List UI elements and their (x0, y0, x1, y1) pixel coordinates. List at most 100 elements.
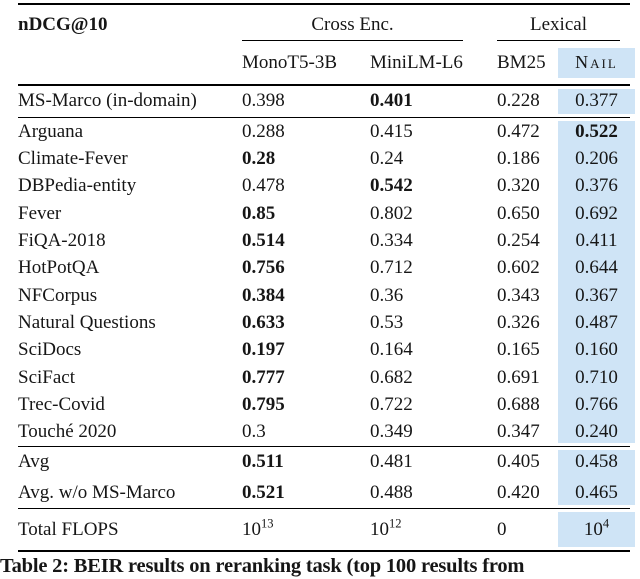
value-cell: 0.165 (497, 339, 540, 361)
group-header-cross-enc: Cross Enc. (311, 14, 394, 35)
value-cell: 0.488 (370, 481, 413, 503)
table-row: Avg. w/o MS-Marco 0.521 0.488 0.420 0.465 (18, 478, 635, 509)
value-cell: 0.36 (370, 284, 404, 306)
value-cell: 0.511 (242, 451, 284, 473)
table-row: FiQA-2018 0.514 0.334 0.254 0.411 (18, 227, 635, 254)
value-cell: 0.398 (242, 90, 285, 112)
table-row: NFCorpus 0.384 0.36 0.343 0.367 (18, 282, 635, 309)
value-cell-nail: 0.465 (575, 481, 618, 503)
value-cell: 0.795 (242, 393, 285, 415)
table-row: Arguana 0.288 0.415 0.472 0.522 (18, 118, 635, 145)
value-cell: 0.691 (497, 366, 540, 388)
value-cell-nail: 0.376 (575, 175, 618, 197)
value-cell-nail: 0.367 (575, 284, 618, 306)
column-header-monot5-3b: MonoT5-3B (242, 51, 337, 73)
value-cell-nail: 104 (583, 516, 610, 540)
nail-highlight-band (558, 512, 635, 547)
value-cell: 0.722 (370, 393, 413, 415)
table-top-rule (18, 3, 630, 5)
cross-enc-cmidrule (242, 40, 463, 41)
table-row: Natural Questions 0.633 0.53 0.326 0.487 (18, 309, 635, 336)
value-cell: 0.288 (242, 120, 285, 142)
table-row: Fever 0.85 0.802 0.650 0.692 (18, 200, 635, 227)
row-label: Climate-Fever (18, 147, 128, 169)
metric-label: nDCG@10 (18, 14, 108, 35)
value-cell: 0 (497, 518, 507, 540)
value-cell: 0.405 (497, 451, 540, 473)
row-label: Fever (18, 202, 62, 224)
section-rule-1 (18, 117, 630, 118)
row-label: NFCorpus (18, 284, 98, 306)
table-row: Total FLOPS 1013 1012 0 104 (18, 509, 635, 550)
value-cell: 0.542 (370, 175, 413, 197)
value-cell: 0.28 (242, 147, 276, 169)
value-cell: 0.197 (242, 339, 285, 361)
table-bottom-rule (18, 549, 630, 552)
value-cell: 0.228 (497, 90, 540, 112)
table-row: DBPedia-entity 0.478 0.542 0.320 0.376 (18, 173, 635, 200)
row-label: Arguana (18, 120, 84, 142)
table-row: SciFact 0.777 0.682 0.691 0.710 (18, 364, 635, 391)
value-cell-nail: 0.487 (575, 311, 618, 333)
lexical-cmidrule (497, 40, 620, 41)
table-row: MS-Marco (in-domain) 0.398 0.401 0.228 0.377 (18, 86, 635, 118)
header-midrule (18, 83, 630, 86)
value-cell: 0.688 (497, 393, 540, 415)
value-cell: 0.682 (370, 366, 413, 388)
value-cell-nail: 0.710 (575, 366, 618, 388)
value-cell: 0.802 (370, 202, 413, 224)
row-label: SciDocs (18, 339, 82, 361)
row-label: Avg. w/o MS-Marco (18, 481, 176, 503)
section-rule-3 (18, 508, 630, 510)
row-label: SciFact (18, 366, 75, 388)
nail-highlight-band (558, 88, 635, 114)
value-cell-nail: 0.692 (575, 202, 618, 224)
value-cell-nail: 0.411 (575, 229, 618, 251)
value-cell: 0.3 (242, 421, 266, 443)
value-cell: 0.420 (497, 481, 540, 503)
value-cell-nail: 0.644 (575, 257, 618, 279)
value-cell: 0.415 (370, 120, 413, 142)
table-row: SciDocs 0.197 0.164 0.165 0.160 (18, 337, 635, 364)
section-in-domain: MS-Marco (in-domain) 0.398 0.401 0.228 0.377 (18, 86, 635, 118)
row-label: HotPotQA (18, 257, 100, 279)
value-cell: 0.254 (497, 229, 540, 251)
value-cell: 0.756 (242, 257, 285, 279)
column-header-minilm-l6: MiniLM-L6 (370, 51, 463, 73)
column-header-bm25: BM25 (497, 51, 546, 73)
row-label: FiQA-2018 (18, 229, 106, 251)
value-cell: 0.712 (370, 257, 413, 279)
value-cell: 0.650 (497, 202, 540, 224)
value-cell-nail: 0.377 (575, 90, 618, 112)
table-caption: Table 2: BEIR results on reranking task … (0, 554, 525, 577)
nail-highlight-band (558, 449, 635, 506)
value-cell-nail: 0.206 (575, 147, 618, 169)
table-row: Trec-Covid 0.795 0.722 0.688 0.766 (18, 391, 635, 418)
value-cell: 0.514 (242, 229, 285, 251)
value-cell-nail: 0.458 (575, 451, 618, 473)
row-label: MS-Marco (in-domain) (18, 90, 197, 112)
value-cell: 0.347 (497, 421, 540, 443)
section-beir-datasets: Arguana 0.288 0.415 0.472 0.522 Climate-Fever… (18, 118, 635, 446)
value-cell: 0.320 (497, 175, 540, 197)
value-cell: 0.521 (242, 481, 285, 503)
table-row: Avg 0.511 0.481 0.405 0.458 (18, 447, 635, 478)
value-cell: 0.343 (497, 284, 540, 306)
value-cell: 0.349 (370, 421, 413, 443)
column-header-nail: Nail (558, 42, 635, 84)
value-cell: 0.164 (370, 339, 413, 361)
value-cell: 0.777 (242, 366, 285, 388)
group-header-lexical: Lexical (530, 14, 587, 35)
value-cell: 0.401 (370, 90, 413, 112)
value-cell: 0.24 (370, 147, 404, 169)
value-cell: 0.481 (370, 451, 413, 473)
nail-highlight-band (558, 121, 635, 443)
table-row: HotPotQA 0.756 0.712 0.602 0.644 (18, 255, 635, 282)
group-header-rules (18, 40, 635, 42)
row-label: Touché 2020 (18, 421, 117, 443)
value-cell-nail: 0.160 (575, 339, 618, 361)
superscript-exponent: 13 (261, 516, 274, 531)
superscript-exponent: 4 (602, 516, 610, 531)
table-group-header-row: nDCG@10 Cross Enc. Lexical (18, 5, 635, 40)
